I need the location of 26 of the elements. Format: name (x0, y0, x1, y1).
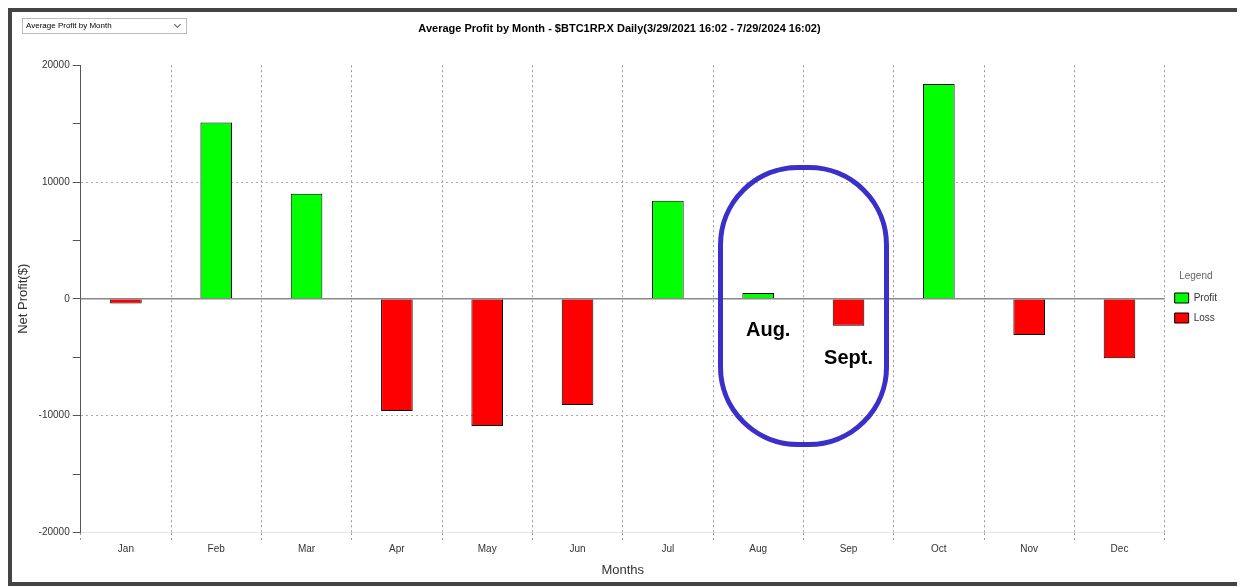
x-tick-label: Nov (1020, 543, 1039, 555)
x-tick-label: Aug (749, 543, 768, 555)
x-axis-title: Months (601, 561, 645, 577)
y-axis-title: Net Profit($) (15, 263, 31, 334)
legend-label: Loss (1193, 311, 1215, 323)
annotation: Aug. (745, 318, 791, 341)
x-tick-label: Dec (1110, 543, 1129, 555)
y-tick-label: 20000 (41, 58, 71, 70)
dropdown-field: Average Profit by Month (22, 18, 187, 34)
x-tick-label: Jan (117, 543, 134, 555)
x-tick-label: Jun (569, 543, 586, 555)
annotation: Sept. (824, 346, 873, 369)
y-tick-label: 0 (64, 292, 71, 304)
x-tick-label: Feb (207, 543, 226, 555)
x-tick-label: Mar (297, 543, 316, 555)
legend-title: Legend (1179, 269, 1213, 281)
x-tick-label: Apr (389, 543, 406, 555)
y-tick-label: 10000 (41, 175, 71, 187)
x-tick-label: Jul (661, 543, 675, 555)
y-tick-label: -20000 (38, 526, 71, 538)
x-tick-label: Oct (931, 543, 947, 555)
legend-label: Profit (1193, 291, 1218, 303)
x-tick-label: May (477, 543, 497, 555)
x-tick-label: Sep (839, 543, 858, 555)
chart-title: Average Profit by Month - $BTC1RP.X Daily(3/29/2021 16:02 - 7/29/2024 16:02) (418, 21, 821, 34)
y-tick-label: -10000 (38, 409, 71, 421)
